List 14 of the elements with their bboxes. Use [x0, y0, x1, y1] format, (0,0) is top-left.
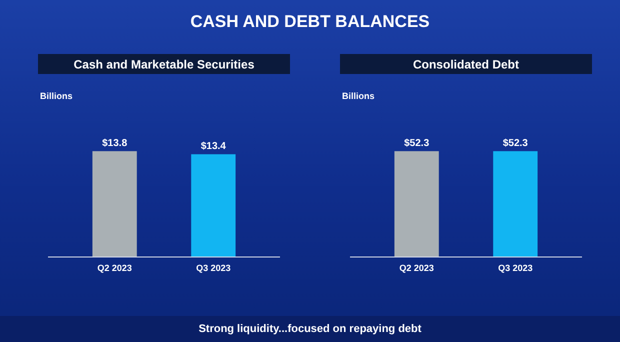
data-label: $52.3 — [404, 138, 430, 150]
data-label: $13.8 — [102, 138, 128, 150]
text: Strong liquidity...focused on repaying debt — [198, 323, 422, 335]
x-tick-label: Q2 2023 — [97, 263, 132, 273]
text: CASH AND DEBT BALANCES — [190, 12, 430, 31]
x-tick-label: Q3 2023 — [196, 263, 231, 273]
x-tick-label: Q2 2023 — [399, 263, 434, 273]
chart-title: Consolidated Debt — [412, 58, 520, 72]
chart-title: Cash and Marketable Securities — [74, 58, 255, 72]
y-axis-title: Billions — [342, 91, 375, 101]
x-tick-label: Q3 2023 — [498, 263, 533, 273]
data-label: $52.3 — [502, 138, 528, 150]
y-axis-title: Billions — [40, 91, 73, 101]
data-label: $13.4 — [200, 141, 226, 152]
